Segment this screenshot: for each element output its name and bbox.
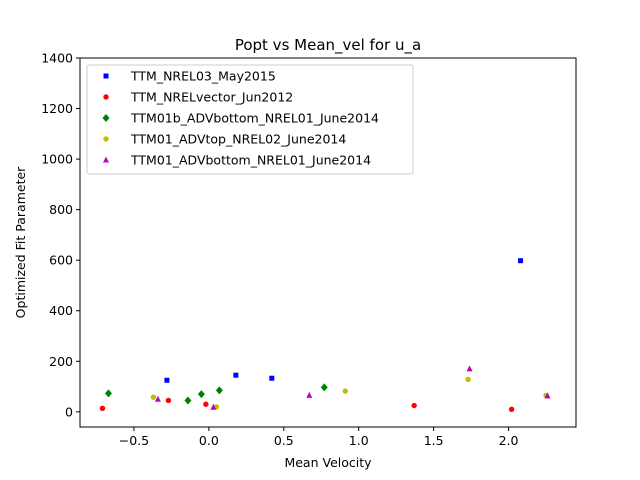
data-point: [150, 394, 157, 400]
y-axis: 0 200 400 600 800 1000 1200 1400: [41, 51, 80, 419]
legend-box: [86, 64, 414, 175]
series-5: [154, 365, 551, 410]
legend-item: TTM01_ADVbottom_NREL01_June2014: [103, 153, 371, 168]
legend-item: TTM01_ADVtop_NREL02_June2014: [103, 132, 346, 147]
data-point: [99, 405, 106, 411]
legend-label: TTM01b_ADVbottom_NREL01_June2014: [130, 111, 379, 126]
data-point: [465, 376, 471, 383]
x-tick-label: 1.5: [424, 433, 444, 448]
chart-title: Popt vs Mean_vel for u_a: [235, 36, 421, 55]
data-point: [306, 391, 313, 398]
legend-marker: [103, 73, 109, 79]
series-1: [164, 258, 524, 383]
legend-label: TTM_NRELvector_Jun2012: [130, 90, 293, 105]
legend-marker: [103, 136, 109, 142]
legend-marker: [103, 94, 109, 100]
x-tick-label: 2.0: [499, 433, 519, 448]
data-point: [197, 390, 205, 399]
data-point: [342, 388, 348, 394]
data-point: [203, 401, 209, 407]
legend-label: TTM01_ADVtop_NREL02_June2014: [130, 132, 346, 147]
x-tick-label: 1.0: [349, 433, 369, 448]
y-tick-label: 800: [49, 202, 73, 217]
y-tick-label: 0: [65, 404, 73, 419]
x-tick-label: 0.5: [274, 433, 294, 448]
data-point: [518, 258, 524, 264]
legend-item: TTM_NRELvector_Jun2012: [103, 90, 293, 105]
series-2: [99, 397, 515, 413]
legend-item: TTM01b_ADVbottom_NREL01_June2014: [102, 111, 379, 126]
y-tick-label: 1000: [41, 152, 73, 167]
legend-label: TTM01_ADVbottom_NREL01_June2014: [130, 153, 371, 168]
data-point: [184, 396, 192, 405]
data-point: [508, 406, 515, 413]
series-4: [150, 376, 549, 410]
legend: TTM_NREL03_May2015 TTM_NRELvector_Jun2012…: [86, 64, 414, 175]
data-point: [544, 392, 551, 399]
y-tick-label: 400: [49, 303, 73, 318]
data-point: [164, 377, 170, 383]
data-point: [154, 395, 161, 402]
plot-area: [99, 258, 551, 413]
data-point: [210, 403, 217, 410]
y-tick-label: 200: [49, 354, 73, 369]
y-axis-label: Optimized Fit Parameter: [13, 166, 28, 318]
data-point: [269, 375, 275, 381]
legend-marker: [102, 114, 110, 122]
data-point: [466, 365, 473, 372]
legend-item: TTM_NREL03_May2015: [103, 69, 276, 84]
data-point: [165, 397, 172, 404]
x-tick-label: 0.0: [199, 433, 219, 448]
x-tick-label: −0.5: [119, 433, 149, 448]
data-point: [233, 372, 239, 378]
data-point: [104, 389, 112, 398]
plot-frame: [79, 57, 577, 428]
x-axis-label: Mean Velocity: [284, 455, 372, 470]
data-point: [215, 386, 223, 395]
y-tick-label: 600: [49, 253, 73, 268]
data-point: [320, 383, 328, 392]
y-tick-label: 1400: [41, 51, 73, 66]
legend-label: TTM_NREL03_May2015: [130, 69, 276, 84]
legend-marker: [103, 156, 109, 163]
y-tick-label: 1200: [41, 101, 73, 116]
series-3: [104, 383, 328, 405]
x-axis: −0.5 0.0 0.5 1.0 1.5 2.0: [119, 427, 519, 448]
data-point: [411, 402, 417, 409]
